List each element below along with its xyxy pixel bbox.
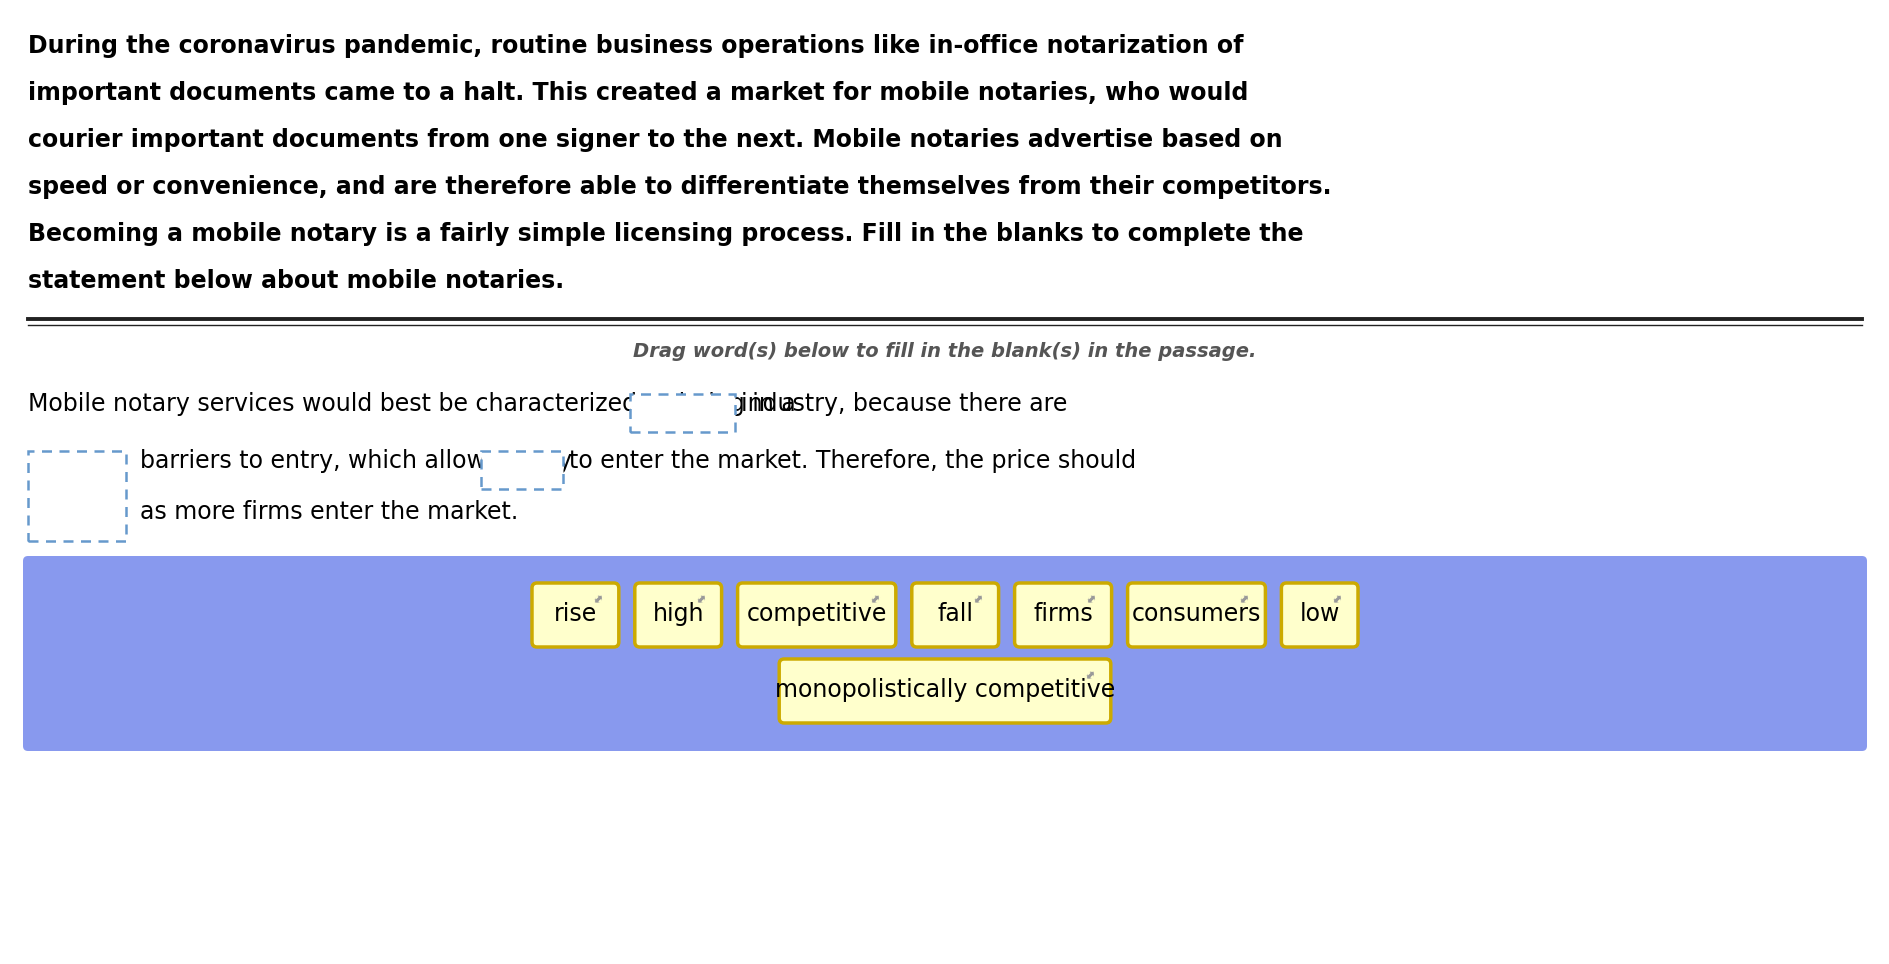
Text: ⬌: ⬌ [1084,591,1099,607]
Text: competitive: competitive [746,602,886,626]
FancyBboxPatch shape [910,583,997,647]
Text: ⬌: ⬌ [693,591,710,607]
Text: important documents came to a halt. This created a market for mobile notaries, w: important documents came to a halt. This… [28,81,1249,105]
Text: high: high [652,602,703,626]
Text: statement below about mobile notaries.: statement below about mobile notaries. [28,269,563,293]
FancyBboxPatch shape [531,583,618,647]
Text: to enter the market. Therefore, the price should: to enter the market. Therefore, the pric… [569,449,1135,473]
FancyBboxPatch shape [1128,583,1266,647]
Text: courier important documents from one signer to the next. Mobile notaries adverti: courier important documents from one sig… [28,128,1283,152]
Text: Drag word(s) below to fill in the blank(s) in the passage.: Drag word(s) below to fill in the blank(… [633,342,1256,361]
Text: Becoming a mobile notary is a fairly simple licensing process. Fill in the blank: Becoming a mobile notary is a fairly sim… [28,222,1303,246]
Text: ⬌: ⬌ [1237,591,1254,607]
Text: consumers: consumers [1132,602,1260,626]
Text: During the coronavirus pandemic, routine business operations like in-office nota: During the coronavirus pandemic, routine… [28,34,1243,58]
Text: speed or convenience, and are therefore able to differentiate themselves from th: speed or convenience, and are therefore … [28,175,1330,199]
Text: as more firms enter the market.: as more firms enter the market. [140,500,518,524]
FancyBboxPatch shape [482,451,563,489]
Text: monopolistically competitive: monopolistically competitive [774,678,1115,702]
Text: ⬌: ⬌ [1330,591,1347,607]
Text: rise: rise [553,602,597,626]
Text: fall: fall [937,602,973,626]
FancyBboxPatch shape [778,659,1111,723]
Text: Mobile notary services would best be characterized as being in a: Mobile notary services would best be cha… [28,392,795,416]
FancyBboxPatch shape [635,583,722,647]
FancyBboxPatch shape [629,394,735,432]
Text: firms: firms [1033,602,1092,626]
Text: low: low [1300,602,1339,626]
FancyBboxPatch shape [23,556,1866,751]
Text: ⬌: ⬌ [971,591,988,607]
Text: ⬌: ⬌ [1082,667,1099,683]
FancyBboxPatch shape [28,451,127,541]
Text: barriers to entry, which allows many: barriers to entry, which allows many [140,449,572,473]
Text: ⬌: ⬌ [591,591,608,607]
FancyBboxPatch shape [1014,583,1111,647]
FancyBboxPatch shape [1281,583,1358,647]
Text: ⬌: ⬌ [867,591,884,607]
FancyBboxPatch shape [737,583,895,647]
Text: industry, because there are: industry, because there are [740,392,1067,416]
